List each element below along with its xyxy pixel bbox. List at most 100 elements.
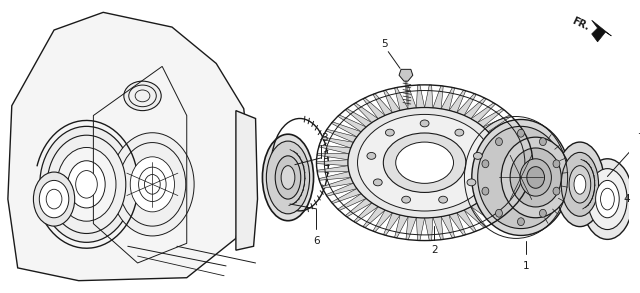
Polygon shape <box>236 111 257 250</box>
Polygon shape <box>464 207 486 228</box>
Ellipse shape <box>47 135 126 234</box>
Polygon shape <box>346 109 372 127</box>
Ellipse shape <box>438 196 447 203</box>
Polygon shape <box>354 203 378 223</box>
Ellipse shape <box>582 159 633 239</box>
Ellipse shape <box>139 167 166 202</box>
Polygon shape <box>406 217 416 240</box>
Ellipse shape <box>348 108 501 218</box>
Polygon shape <box>499 172 531 180</box>
Ellipse shape <box>569 166 591 203</box>
Polygon shape <box>441 215 454 238</box>
Text: 7: 7 <box>637 133 640 143</box>
Ellipse shape <box>467 179 476 186</box>
Polygon shape <box>8 12 251 281</box>
Polygon shape <box>457 210 476 232</box>
Ellipse shape <box>383 133 466 193</box>
Ellipse shape <box>553 160 560 168</box>
Ellipse shape <box>501 137 570 218</box>
Ellipse shape <box>129 85 156 107</box>
Polygon shape <box>319 145 351 154</box>
Ellipse shape <box>33 172 75 226</box>
Ellipse shape <box>76 171 97 198</box>
Polygon shape <box>424 85 433 108</box>
Ellipse shape <box>518 218 524 226</box>
Ellipse shape <box>358 115 492 211</box>
Ellipse shape <box>482 160 489 168</box>
Ellipse shape <box>495 138 502 146</box>
Polygon shape <box>354 103 378 123</box>
Polygon shape <box>383 90 400 113</box>
Ellipse shape <box>367 152 376 159</box>
Polygon shape <box>449 213 466 235</box>
Polygon shape <box>394 215 408 238</box>
Ellipse shape <box>68 161 105 208</box>
Ellipse shape <box>553 187 560 195</box>
Polygon shape <box>496 178 527 188</box>
Text: 4: 4 <box>624 194 630 204</box>
Ellipse shape <box>420 120 429 127</box>
Ellipse shape <box>540 209 547 217</box>
Polygon shape <box>319 172 351 180</box>
Polygon shape <box>406 86 416 109</box>
Text: 3: 3 <box>321 133 328 143</box>
Polygon shape <box>464 98 486 119</box>
Polygon shape <box>492 129 524 142</box>
Polygon shape <box>424 218 433 241</box>
Ellipse shape <box>455 129 464 136</box>
Polygon shape <box>488 189 518 204</box>
Text: FR.: FR. <box>570 16 591 33</box>
Polygon shape <box>373 93 392 115</box>
Polygon shape <box>317 166 349 172</box>
Polygon shape <box>394 88 408 110</box>
Ellipse shape <box>373 179 382 186</box>
Polygon shape <box>592 20 611 42</box>
Ellipse shape <box>561 152 598 216</box>
Ellipse shape <box>472 120 570 236</box>
Ellipse shape <box>482 187 489 195</box>
Polygon shape <box>322 137 353 148</box>
Polygon shape <box>483 115 511 132</box>
Polygon shape <box>496 137 527 148</box>
Ellipse shape <box>510 148 561 207</box>
Polygon shape <box>457 93 476 115</box>
Ellipse shape <box>588 168 627 229</box>
Polygon shape <box>500 154 532 160</box>
Polygon shape <box>416 85 424 108</box>
Polygon shape <box>433 86 444 109</box>
Ellipse shape <box>266 141 310 214</box>
Polygon shape <box>499 145 531 154</box>
Polygon shape <box>441 88 454 110</box>
Ellipse shape <box>518 129 524 137</box>
Polygon shape <box>471 103 495 123</box>
Polygon shape <box>373 210 392 232</box>
Polygon shape <box>363 207 385 228</box>
Polygon shape <box>488 122 518 137</box>
Polygon shape <box>477 198 504 217</box>
Text: 5: 5 <box>381 39 388 49</box>
Ellipse shape <box>262 134 314 221</box>
Polygon shape <box>477 109 504 127</box>
Ellipse shape <box>540 138 547 146</box>
Ellipse shape <box>40 126 133 242</box>
Polygon shape <box>317 154 349 160</box>
Polygon shape <box>471 203 495 223</box>
Ellipse shape <box>124 81 161 111</box>
Polygon shape <box>416 218 424 241</box>
Ellipse shape <box>574 175 586 194</box>
Polygon shape <box>449 90 466 113</box>
Polygon shape <box>326 129 357 142</box>
Polygon shape <box>383 213 400 235</box>
Polygon shape <box>326 183 357 196</box>
Polygon shape <box>332 122 361 137</box>
Text: 1: 1 <box>522 261 529 271</box>
Ellipse shape <box>275 156 301 199</box>
Polygon shape <box>317 160 348 166</box>
Polygon shape <box>483 194 511 210</box>
Polygon shape <box>501 160 532 166</box>
Text: 6: 6 <box>313 236 320 246</box>
Ellipse shape <box>39 180 69 218</box>
Ellipse shape <box>57 147 116 221</box>
Ellipse shape <box>520 159 552 196</box>
Ellipse shape <box>385 129 394 136</box>
